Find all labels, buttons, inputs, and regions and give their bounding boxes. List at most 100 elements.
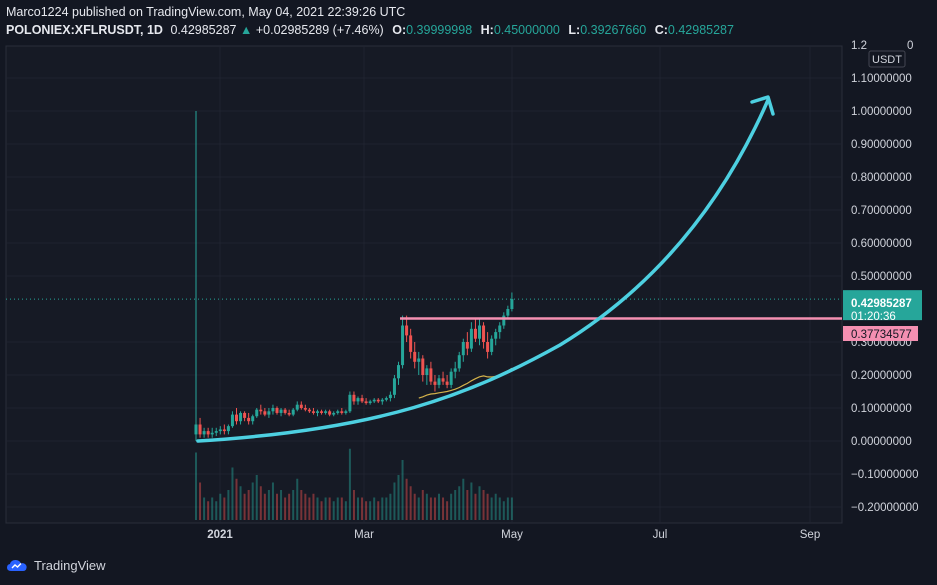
tradingview-logo[interactable]: TradingView — [6, 558, 106, 573]
x-tick-label: Sep — [800, 529, 820, 541]
candle-body — [384, 398, 388, 400]
candle-body — [247, 417, 251, 422]
low-value: 0.39267660 — [580, 23, 647, 37]
candle-body — [251, 416, 255, 422]
high-value: 0.45000000 — [493, 23, 560, 37]
volume-bar — [474, 493, 477, 520]
candlesticks — [194, 111, 514, 441]
candle-body — [368, 401, 372, 404]
candle-body — [453, 368, 457, 372]
chart-pane[interactable] — [5, 45, 843, 524]
candle-body — [295, 404, 299, 410]
volume-bar — [271, 482, 274, 520]
price-chart[interactable]: 1.10000000 1.00000000 0.90000000 0.80000000… — [0, 0, 937, 548]
volume-bars — [195, 448, 513, 520]
volume-bar — [425, 493, 428, 520]
x-tick-label: Mar — [354, 529, 374, 541]
volume-bar — [211, 497, 214, 520]
candle-body — [271, 408, 275, 412]
volume-bar — [397, 475, 400, 520]
candle-body — [311, 411, 315, 413]
symbol-label[interactable]: POLONIEX:XFLRUSDT, 1D — [6, 23, 163, 37]
candle-body — [457, 355, 461, 369]
publisher-line: Marco1224 published on TradingView.com, … — [6, 5, 406, 19]
volume-bar — [442, 497, 445, 520]
volume-bar — [320, 501, 323, 520]
y-tick-label: 0.70000000 — [851, 205, 912, 217]
last-price-tag-value: 0.42985287 — [851, 298, 912, 310]
volume-bar — [433, 497, 436, 520]
chart-header: Marco1224 published on TradingView.com, … — [0, 0, 937, 44]
x-tick-label: May — [501, 529, 523, 541]
volume-bar — [292, 490, 295, 520]
volume-bar — [401, 460, 404, 520]
candle-body — [482, 325, 486, 342]
candle-body — [441, 378, 445, 382]
volume-bar — [389, 493, 392, 520]
candle-body — [214, 431, 218, 433]
candle-body — [291, 409, 295, 415]
y-tick-label: 0.80000000 — [851, 172, 912, 184]
volume-bar — [373, 497, 376, 520]
volume-bar — [482, 490, 485, 520]
change-value: +0.02985289 (+7.46%) — [255, 23, 384, 37]
candle-body — [433, 381, 437, 385]
candle-body — [239, 412, 243, 422]
candle-body — [502, 315, 506, 326]
candle-body — [230, 414, 234, 427]
candle-body — [397, 365, 400, 379]
candle-body — [267, 411, 271, 415]
volume-bar — [231, 467, 234, 520]
candle-body — [380, 399, 384, 402]
currency-badge[interactable]: USDT — [868, 50, 906, 68]
last-price-value: 0.42985287 — [170, 23, 237, 37]
volume-bar — [352, 490, 355, 520]
volume-bar — [332, 501, 335, 520]
volume-bar — [470, 482, 473, 520]
volume-bar — [429, 497, 432, 520]
candle-body — [202, 431, 206, 435]
candle-body — [506, 309, 510, 316]
y-tick-label: 0.50000000 — [851, 271, 912, 283]
candle-body — [437, 378, 441, 385]
volume-bar — [247, 490, 250, 520]
volume-bar — [340, 497, 343, 520]
brand-name: TradingView — [34, 558, 106, 573]
symbol-ohlc-line: POLONIEX:XFLRUSDT, 1D 0.42985287 ▲ +0.02… — [6, 23, 734, 37]
currency-label: USDT — [872, 54, 902, 66]
candle-body — [283, 409, 287, 413]
candle-body — [421, 358, 425, 375]
candle-body — [449, 371, 453, 385]
y-tick-label: −0.20000000 — [851, 502, 918, 514]
candle-body — [473, 328, 477, 339]
close-label: C: — [654, 23, 668, 37]
candle-body — [194, 424, 198, 435]
volume-bar — [348, 448, 351, 520]
candle-body — [324, 411, 328, 413]
candle-body — [206, 431, 210, 435]
volume-bar — [215, 501, 218, 520]
candle-body — [226, 426, 230, 432]
volume-bar — [296, 478, 299, 520]
y-tick-label: 0.90000000 — [851, 139, 912, 151]
candle-body — [372, 399, 376, 402]
time-axis[interactable]: 2021 Mar May Jul Sep — [207, 529, 820, 541]
candle-body — [461, 342, 465, 356]
y-tick-label: 1.10000000 — [851, 73, 912, 85]
candle-body — [425, 368, 429, 375]
candle-body — [279, 409, 283, 413]
volume-bar — [203, 497, 206, 520]
candle-body — [429, 368, 433, 382]
candle-body — [299, 404, 303, 408]
candle-body — [401, 325, 405, 366]
volume-bar — [417, 497, 420, 520]
volume-bar — [263, 493, 266, 520]
projection-curve-arrow[interactable] — [196, 98, 770, 443]
price-axis[interactable]: 1.10000000 1.00000000 0.90000000 0.80000000… — [851, 40, 918, 514]
y-tick-label-top: 1.2 — [851, 40, 867, 52]
volume-bar — [336, 497, 339, 520]
change-arrow-icon: ▲ — [239, 23, 253, 37]
x-tick-label: Jul — [653, 529, 668, 541]
candle-body — [352, 394, 356, 402]
footer: TradingView — [0, 548, 937, 585]
